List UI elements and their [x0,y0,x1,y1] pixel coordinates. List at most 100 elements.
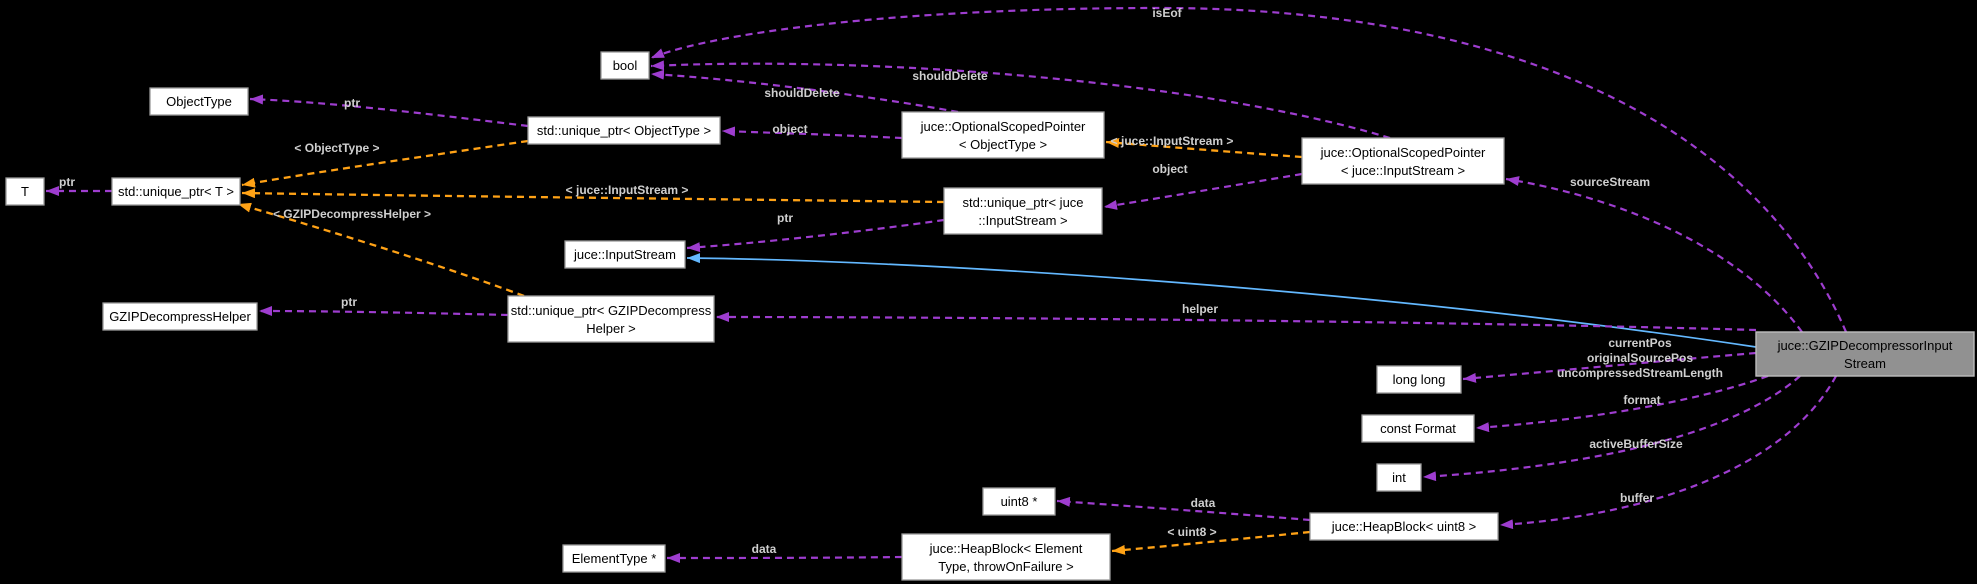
edge-label-format: format [1623,393,1660,407]
node-optionalscopedpointer-inputstream[interactable]: juce::OptionalScopedPointer < juce::Inpu… [1301,137,1505,185]
edge-activebuffersize [1422,375,1801,482]
edge-label-object-2: object [1152,162,1187,176]
edge-currentpos [1462,351,1757,383]
edge-object-1 [721,126,903,140]
edge-inheritance-inputstream [686,253,1757,348]
edge-ptr-helper [258,306,509,317]
node-gzipdecompresshelper[interactable]: GZIPDecompressHelper [102,302,258,331]
node-uniqueptr-gzipdecompresshelper[interactable]: std::unique_ptr< GZIPDecompress Helper > [507,295,715,343]
edge-label-sourcestream: sourceStream [1570,175,1650,189]
node-constformat-box [1361,414,1475,443]
node-gzipdecompressorinputstream-line2: Stream [1844,356,1886,371]
edge-label-data-2: data [752,542,777,556]
node-int[interactable]: int [1376,463,1422,492]
node-uniqueptr-objecttype[interactable]: std::unique_ptr< ObjectType > [527,116,721,145]
edge-label-shoulddelete-2: shouldDelete [764,86,840,100]
node-constformat-label: const Format [1380,421,1456,436]
edge-data-2 [666,552,903,563]
node-uint8ptr-label: uint8 * [1001,494,1038,509]
node-optionalscopedpointer-objecttype-line2: < ObjectType > [959,137,1047,152]
edge-label-template-uint8: < uint8 > [1167,525,1216,539]
edge-object-2 [1103,172,1303,210]
node-bool-label: bool [613,58,638,73]
node-uniqueptr-inputstream-line2: ::InputStream > [978,213,1067,228]
node-heapblock-elementtype-line1: juce::HeapBlock< Element [929,541,1083,556]
node-uniqueptr-objecttype-box [527,116,721,145]
node-objecttype-label: ObjectType [166,94,232,109]
node-uint8ptr[interactable]: uint8 * [982,487,1056,516]
edge-format [1475,374,1769,433]
node-optionalscopedpointer-objecttype-box [901,111,1105,159]
node-t-label: T [21,184,29,199]
edge-label-ptr-objecttype: ptr [344,96,360,110]
edge-label-ptr-t: ptr [59,175,75,189]
node-uniqueptr-inputstream-line1: std::unique_ptr< juce [962,195,1083,210]
edge-shoulddelete-2 [650,69,959,114]
node-elementtypeptr[interactable]: ElementType * [562,544,666,573]
edge-label-ptr-helper: ptr [341,295,357,309]
node-objecttype[interactable]: ObjectType [149,87,249,116]
edge-template-uint8 [1111,530,1311,555]
edge-sourcestream [1505,176,1803,333]
node-uniqueptr-t-label: std::unique_ptr< T > [118,184,234,199]
node-inputstream-label: juce::InputStream [573,247,676,262]
edge-label-activebuffersize: activeBufferSize [1589,437,1683,451]
node-uniqueptr-t[interactable]: std::unique_ptr< T > [111,177,241,206]
node-gzipdecompresshelper-box [102,302,258,331]
node-uniqueptr-gzipdecompresshelper-box [507,295,715,343]
node-int-box [1376,463,1422,492]
node-optionalscopedpointer-inputstream-box [1301,137,1505,185]
edge-label-uncompressedstreamlength: uncompressedStreamLength [1557,366,1723,380]
node-uniqueptr-gzipdecompresshelper-line1: std::unique_ptr< GZIPDecompress [511,303,712,318]
edge-label-shoulddelete-1: shouldDelete [912,69,988,83]
node-t-box [5,177,45,206]
node-heapblock-elementtype-line2: Type, throwOnFailure > [938,559,1073,574]
edge-label-template-objecttype: < ObjectType > [294,141,379,155]
node-elementtypeptr-label: ElementType * [572,551,657,566]
edge-label-helper: helper [1182,302,1218,316]
edge-label-template-inputstream-upper: < juce::InputStream > [1111,134,1234,148]
node-inputstream[interactable]: juce::InputStream [564,240,686,269]
node-elementtypeptr-box [562,544,666,573]
edge-label-template-inputstream-lower: < juce::InputStream > [566,183,689,197]
node-gzipdecompressorinputstream[interactable]: juce::GZIPDecompressorInput Stream [1755,331,1975,377]
edge-buffer [1499,375,1837,530]
node-objecttype-box [149,87,249,116]
node-longlong[interactable]: long long [1376,365,1462,394]
node-uint8ptr-box [982,487,1056,516]
edge-shoulddelete-1 [650,60,1391,140]
node-constformat[interactable]: const Format [1361,414,1475,443]
node-bool-box [600,51,650,80]
node-gzipdecompresshelper-label: GZIPDecompressHelper [109,309,251,324]
edge-label-buffer: buffer [1620,491,1654,505]
node-heapblock-uint8-box [1309,512,1499,541]
node-gzipdecompressorinputstream-line1: juce::GZIPDecompressorInput [1777,338,1953,353]
node-longlong-box [1376,365,1462,394]
node-optionalscopedpointer-inputstream-line2: < juce::InputStream > [1341,163,1465,178]
node-heapblock-uint8-label: juce::HeapBlock< uint8 > [1331,519,1477,534]
node-uniqueptr-inputstream[interactable]: std::unique_ptr< juce ::InputStream > [943,187,1103,235]
node-t[interactable]: T [5,177,45,206]
edge-helper [715,312,1757,332]
edge-label-data-1: data [1191,496,1216,510]
node-optionalscopedpointer-objecttype-line1: juce::OptionalScopedPointer [920,119,1086,134]
edge-label-iseof: isEof [1152,6,1182,20]
node-heapblock-elementtype[interactable]: juce::HeapBlock< Element Type, throwOnFa… [901,533,1111,581]
edge-ptr-objecttype [249,94,529,128]
edge-template-gziphelper [237,202,525,298]
node-heapblock-elementtype-box [901,533,1111,581]
node-heapblock-uint8[interactable]: juce::HeapBlock< uint8 > [1309,512,1499,541]
node-optionalscopedpointer-objecttype[interactable]: juce::OptionalScopedPointer < ObjectType… [901,111,1105,159]
node-gzipdecompressorinputstream-box [1755,331,1975,377]
edge-label-object-1: object [772,122,807,136]
node-longlong-label: long long [1393,372,1446,387]
edge-label-template-gziphelper: < GZIPDecompressHelper > [273,207,431,221]
node-uniqueptr-gzipdecompresshelper-line2: Helper > [586,321,636,336]
node-bool[interactable]: bool [600,51,650,80]
node-uniqueptr-t-box [111,177,241,206]
edge-template-objecttype [241,139,529,188]
node-optionalscopedpointer-inputstream-line1: juce::OptionalScopedPointer [1320,145,1486,160]
